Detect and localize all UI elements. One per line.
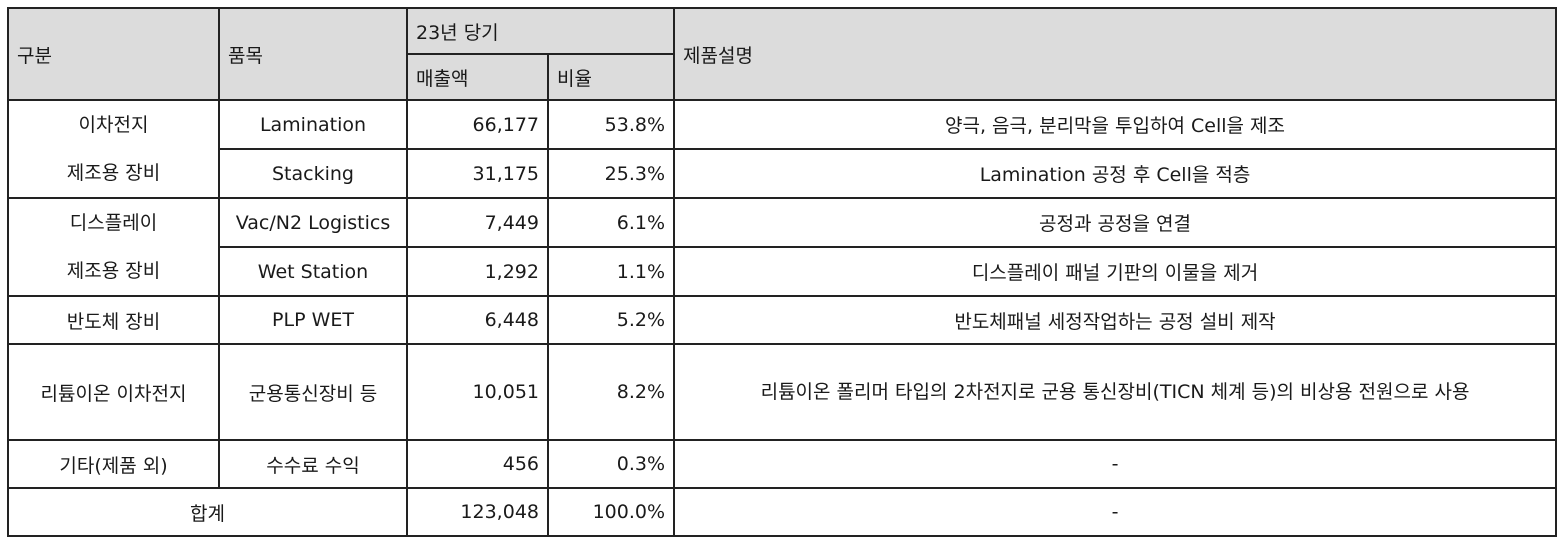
ratio-cell: 8.2% [546,343,676,441]
description-cell: 공정과 공정을 연결 [673,197,1558,248]
sales-cell: 456 [406,439,549,489]
total-label: 합계 [7,487,408,537]
sales-cell: 10,051 [406,343,549,441]
ratio-cell: 1.1% [546,246,676,297]
description-cell: 리튬이온 폴리머 타입의 2차전지로 군용 통신장비(TICN 체계 등)의 비… [673,343,1558,441]
item-cell: 군용통신장비 등 [218,343,408,441]
sales-cell: 7,449 [406,197,549,248]
category-line-2: 제조용 장비 [66,260,161,282]
category-line-2: 제조용 장비 [66,162,161,184]
sales-cell: 31,175 [406,148,549,199]
header-item: 품목 [218,7,408,101]
item-cell: Stacking [218,148,408,199]
category-cell: 리튬이온 이차전지 [7,343,220,441]
sales-cell: 1,292 [406,246,549,297]
header-category: 구분 [7,7,220,101]
total-row: 합계 123,048 100.0% - [7,487,1558,537]
header-period: 23년 당기 [405,7,676,55]
header-sales: 매출액 [406,53,549,101]
item-cell: PLP WET [218,295,408,345]
category-line-1: 이차전지 [78,114,149,136]
ratio-cell: 0.3% [546,439,676,489]
total-description: - [673,487,1558,537]
category-cell: 반도체 장비 [7,295,220,345]
table-row: Stacking 31,175 25.3% Lamination 공정 후 Ce… [8,148,1558,199]
item-cell: Wet Station [218,246,408,297]
category-cell: 이차전지 제조용 장비 [7,99,220,199]
table-row: 반도체 장비 PLP WET 6,448 5.2% 반도체패널 세정작업하는 공… [7,295,1558,345]
sales-cell: 66,177 [406,99,549,150]
table-row: 기타(제품 외) 수수료 수익 456 0.3% - [7,439,1558,489]
ratio-cell: 25.3% [546,148,676,199]
item-cell: Vac/N2 Logistics [218,197,408,248]
item-cell: 수수료 수익 [218,439,408,489]
total-ratio: 100.0% [546,487,676,537]
product-sales-table: 구분 품목 23년 당기 제품설명 매출액 비율 이차전지 제조용 장비 Lam… [7,7,1558,537]
description-cell: - [673,439,1558,489]
header-row-2: 매출액 비율 [8,53,1556,101]
category-cell: 기타(제품 외) [7,439,220,489]
ratio-cell: 53.8% [546,99,676,150]
header-row-1: 구분 품목 23년 당기 제품설명 [7,7,1558,101]
category-line-1: 디스플레이 [69,212,158,234]
ratio-cell: 5.2% [546,295,676,345]
header-ratio: 비율 [546,53,676,101]
table-row: 디스플레이 제조용 장비 Vac/N2 Logistics 7,449 6.1%… [7,197,1558,297]
sales-cell: 6,448 [406,295,549,345]
ratio-cell: 6.1% [546,197,676,248]
table-row: 리튬이온 이차전지 군용통신장비 등 10,051 8.2% 리튬이온 폴리머 … [7,343,1558,441]
category-cell: 디스플레이 제조용 장비 [7,197,220,297]
table-row: 이차전지 제조용 장비 Lamination 66,177 53.8% 양극, … [7,99,1558,199]
total-sales: 123,048 [406,487,549,537]
header-description: 제품설명 [673,7,1558,101]
table-row: Wet Station 1,292 1.1% 디스플레이 패널 기판의 이물을 … [8,246,1558,297]
description-cell: 디스플레이 패널 기판의 이물을 제거 [673,246,1558,297]
description-cell: Lamination 공정 후 Cell을 적층 [673,148,1558,199]
item-cell: Lamination [218,99,408,150]
description-cell: 반도체패널 세정작업하는 공정 설비 제작 [673,295,1558,345]
description-cell: 양극, 음극, 분리막을 투입하여 Cell을 제조 [673,99,1558,150]
